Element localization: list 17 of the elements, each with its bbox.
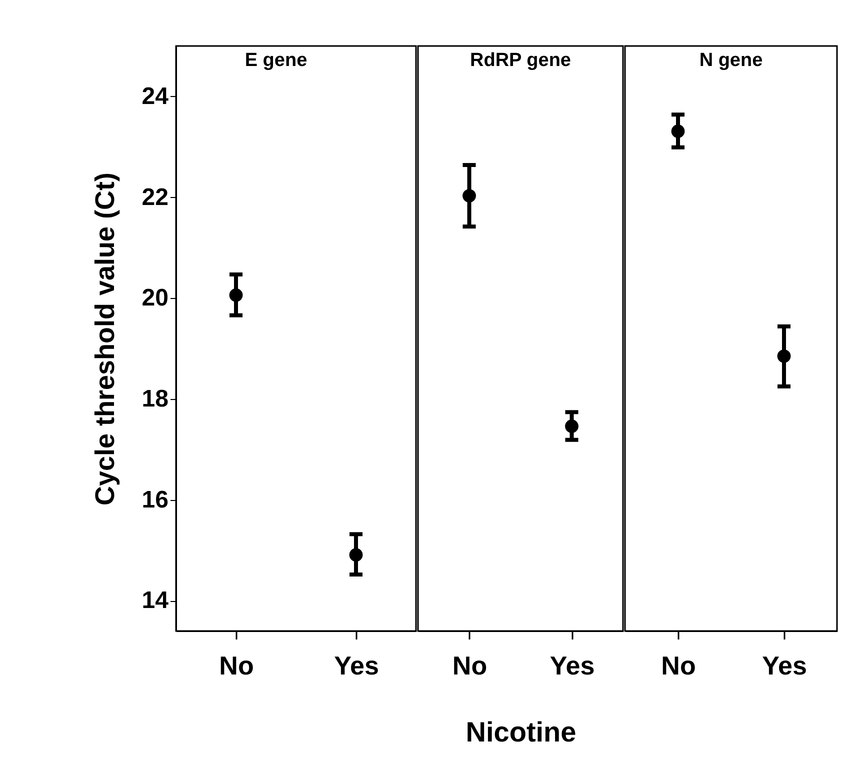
y-axis-title: Cycle threshold value (Ct) [90,172,120,506]
chart-title: RdRP gene [470,50,572,71]
y-tick-label: 22 [142,184,168,211]
x-tick-label: Yes [762,650,807,680]
y-tick-label: 16 [142,486,168,514]
x-axis-title: Nicotine [466,716,576,748]
x-tick-label: No [219,650,254,680]
x-tick-label: No [661,650,696,680]
y-tick-label: 18 [142,386,168,413]
y-tick-label: 14 [142,587,170,614]
x-tick-label: Yes [550,650,595,680]
y-tick-label: 20 [142,284,168,312]
y-tick-label: 24 [142,82,170,110]
chart-title: N gene [699,50,763,71]
x-tick-label: No [452,650,488,680]
x-tick-label: Yes [334,650,379,680]
chart-title: E gene [244,50,308,71]
